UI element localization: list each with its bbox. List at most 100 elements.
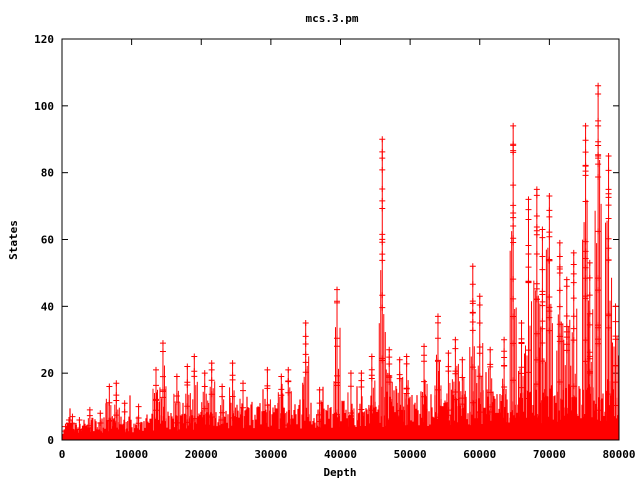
point-marker [563, 283, 570, 290]
point-marker [539, 234, 546, 241]
point-marker [159, 373, 166, 380]
point-marker [445, 350, 452, 357]
point-marker [546, 207, 553, 214]
point-marker [469, 310, 476, 317]
x-axis-label: Depth [323, 466, 356, 479]
point-marker [563, 341, 570, 348]
point-marker [586, 321, 593, 328]
peak [218, 383, 226, 440]
point-marker [403, 390, 410, 397]
point-marker [612, 402, 619, 409]
point-marker [582, 255, 589, 262]
peak [396, 356, 404, 440]
point-marker [159, 340, 166, 347]
point-marker [525, 196, 532, 203]
point-marker [501, 348, 508, 355]
point-marker [476, 409, 483, 416]
point-marker [264, 366, 271, 373]
point-marker [445, 368, 452, 375]
point-marker [184, 419, 191, 426]
point-marker [510, 147, 517, 154]
point-marker [563, 334, 570, 341]
point-marker [386, 360, 393, 367]
point-marker [539, 291, 546, 298]
point-marker [556, 287, 563, 294]
point-marker [533, 280, 540, 287]
peak [183, 363, 191, 440]
peak [434, 313, 442, 440]
point-marker [570, 383, 577, 390]
point-marker [595, 153, 602, 160]
point-marker [358, 370, 365, 377]
peak [277, 373, 285, 440]
peak [152, 366, 160, 440]
peak [201, 370, 209, 440]
point-marker [518, 364, 525, 371]
point-marker [113, 412, 120, 419]
peak [190, 353, 198, 440]
peak [509, 122, 517, 440]
point-marker [582, 293, 589, 300]
point-marker [539, 318, 546, 325]
point-marker [546, 229, 553, 236]
peak [476, 293, 484, 441]
point-marker [201, 426, 208, 433]
point-marker [612, 318, 619, 325]
point-marker [582, 264, 589, 271]
point-marker [570, 337, 577, 344]
point-marker [86, 412, 93, 419]
point-marker [533, 356, 540, 363]
point-marker [86, 422, 93, 429]
x-tick-label: 50000 [394, 448, 427, 461]
point-marker [452, 388, 459, 395]
point-marker [421, 343, 428, 350]
point-marker [570, 313, 577, 320]
point-marker [358, 377, 365, 384]
point-marker [563, 416, 570, 423]
point-marker [525, 395, 532, 402]
point-marker [570, 325, 577, 332]
point-marker [379, 304, 386, 311]
point-marker [582, 337, 589, 344]
point-marker [595, 174, 602, 181]
point-marker [316, 418, 323, 425]
point-marker [612, 333, 619, 340]
point-marker [518, 320, 525, 327]
point-marker [539, 358, 546, 365]
peak [121, 400, 129, 440]
point-marker [539, 339, 546, 346]
point-marker [334, 343, 341, 350]
point-marker [546, 213, 553, 220]
point-marker [285, 366, 292, 373]
point-marker [595, 340, 602, 347]
data-series [61, 82, 620, 441]
point-marker [546, 257, 553, 264]
point-marker [605, 312, 612, 319]
point-marker [469, 319, 476, 326]
point-marker [612, 303, 619, 310]
point-marker [240, 380, 247, 387]
point-marker [518, 339, 525, 346]
point-marker [525, 278, 532, 285]
point-marker [347, 383, 354, 390]
point-marker [582, 198, 589, 205]
point-marker [476, 350, 483, 357]
point-marker [595, 161, 602, 168]
point-marker [582, 172, 589, 179]
point-marker [264, 385, 271, 392]
point-marker [106, 399, 113, 406]
point-marker [510, 202, 517, 209]
point-marker [278, 426, 285, 433]
point-marker [459, 418, 466, 425]
peak [229, 360, 237, 440]
point-marker [595, 122, 602, 129]
point-marker [152, 397, 159, 404]
point-marker [510, 377, 517, 384]
point-marker [358, 384, 365, 390]
peak [518, 320, 526, 440]
point-marker [264, 434, 271, 441]
point-marker [518, 370, 525, 377]
peak [86, 406, 94, 440]
point-marker [487, 403, 494, 410]
x-tick-label: 30000 [254, 448, 287, 461]
